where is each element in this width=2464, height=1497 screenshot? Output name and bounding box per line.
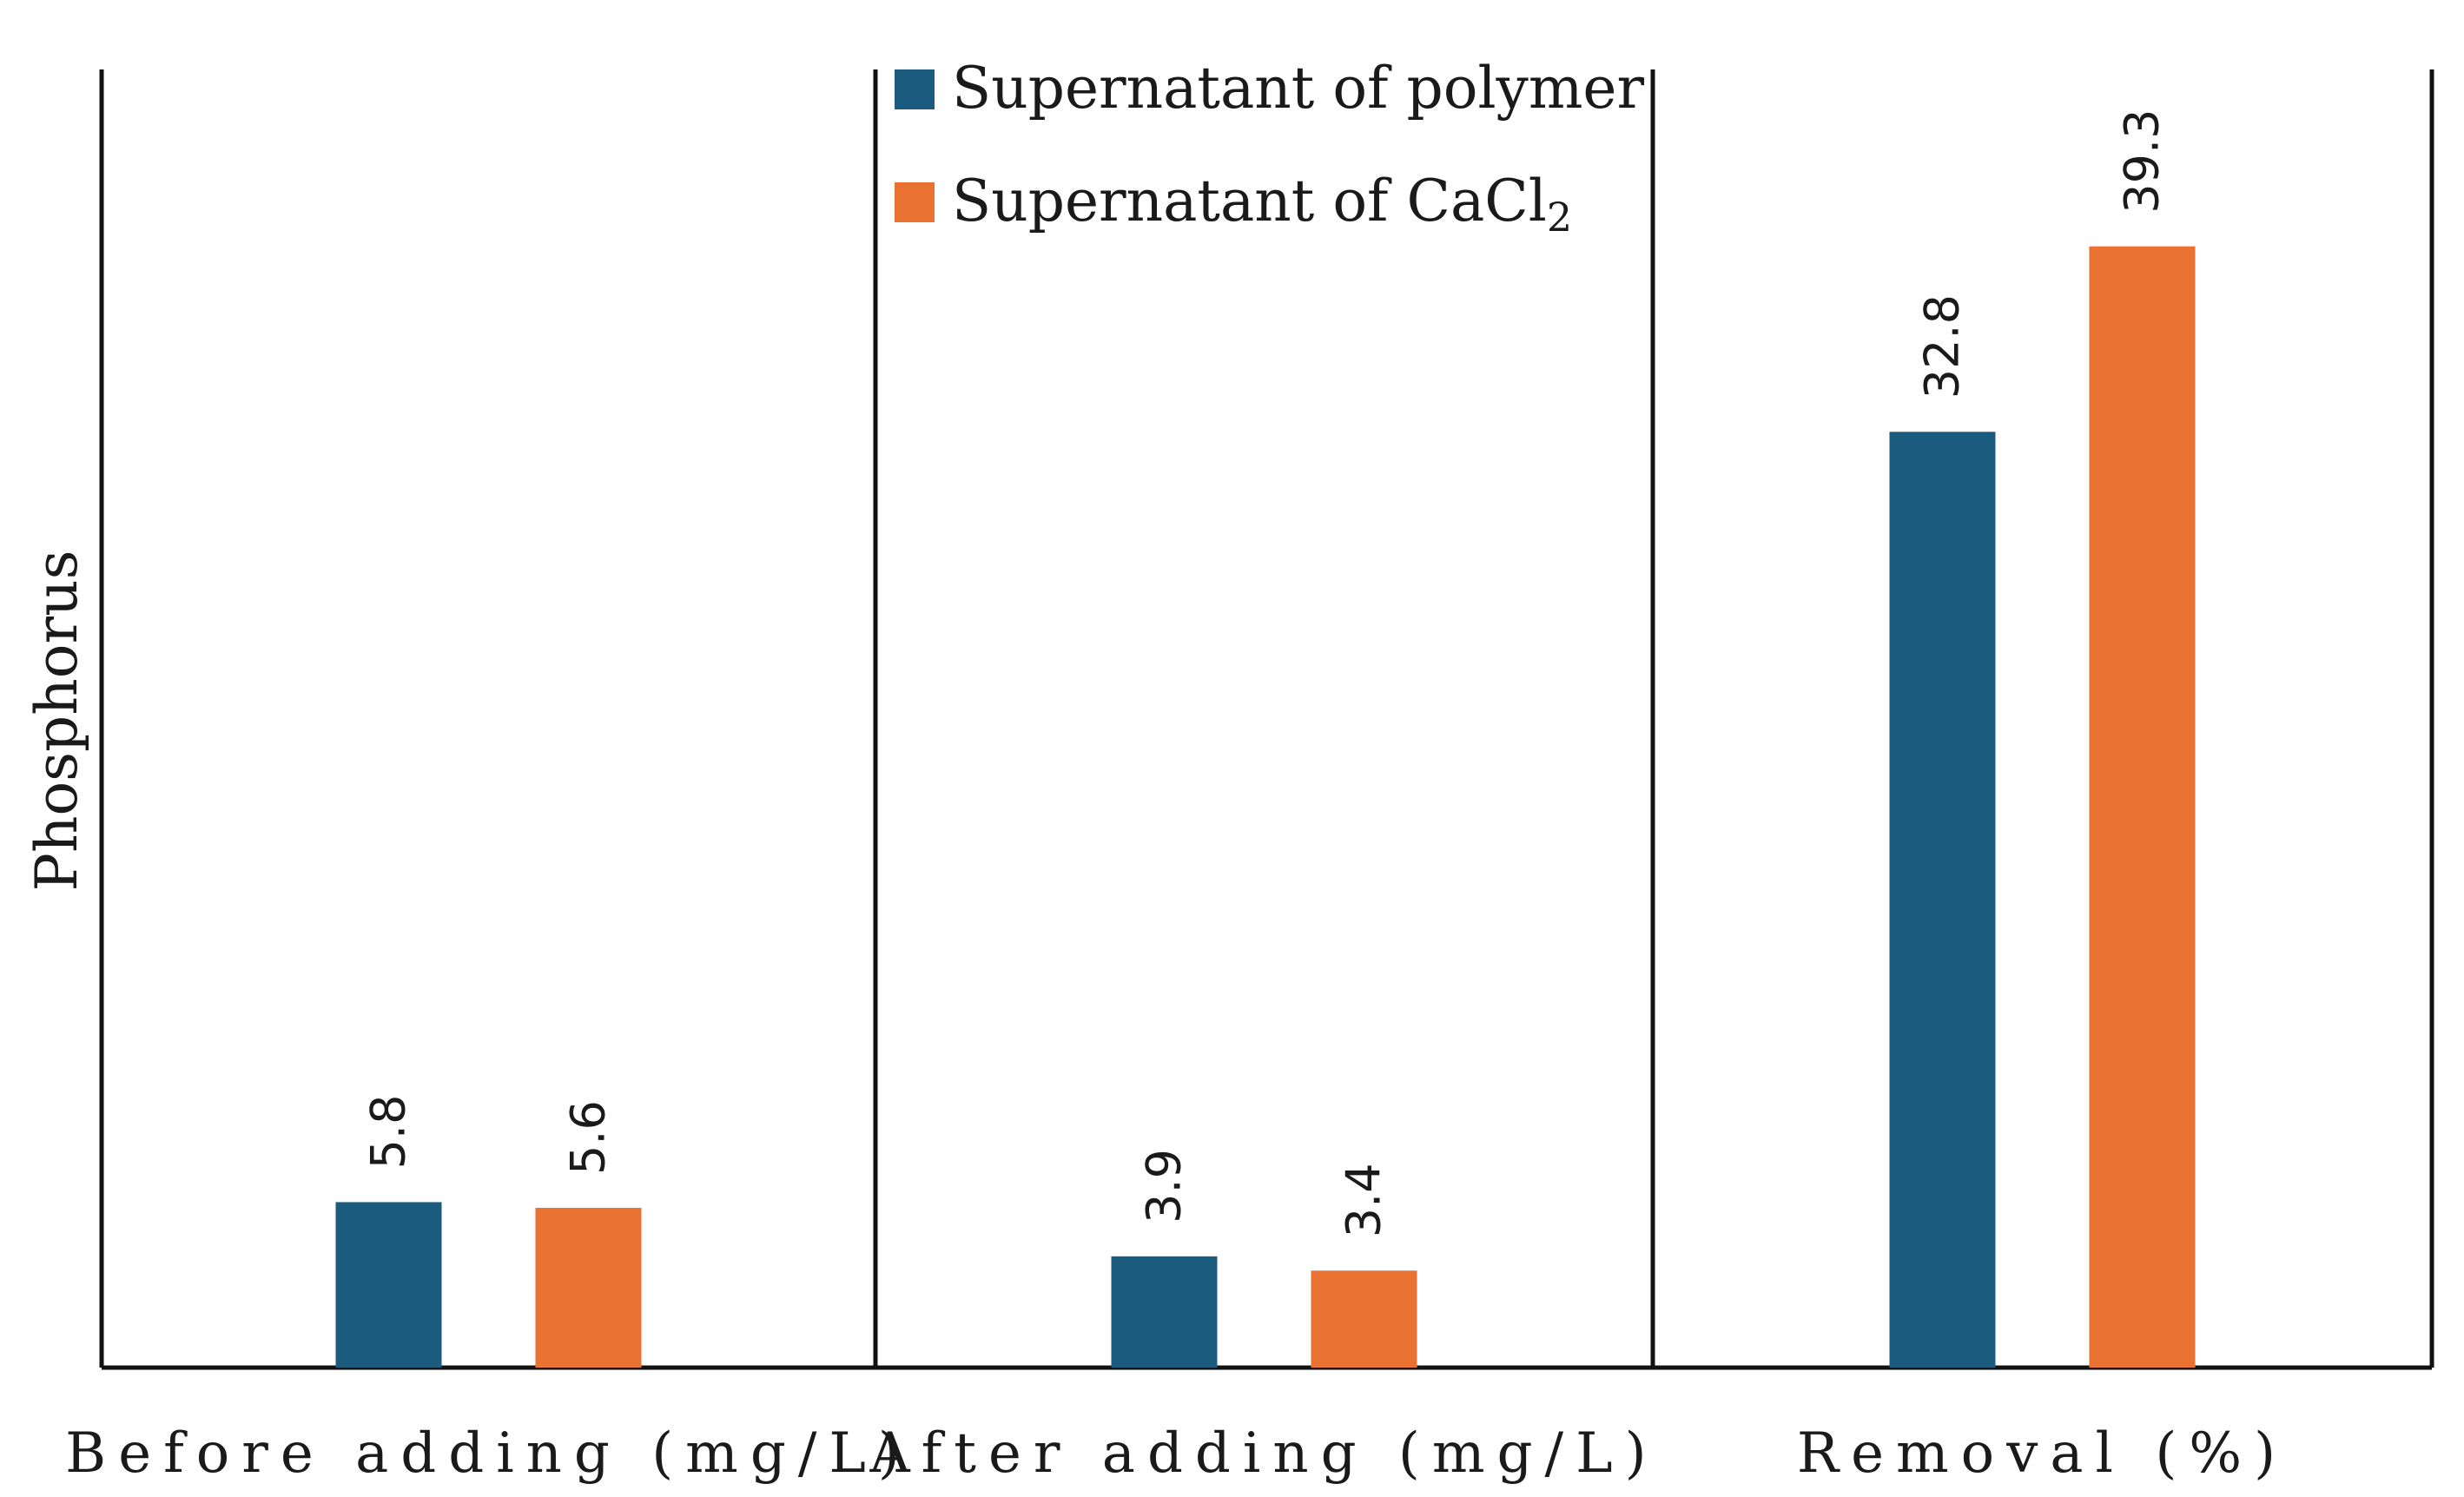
bars-group (335, 246, 2196, 1368)
data-label-polymer-cat-0: 5.8 (361, 1095, 416, 1170)
data-label-cacl2-cat-0: 5.6 (561, 1100, 616, 1175)
bar-polymer-cat-0 (335, 1202, 442, 1368)
legend-label-cacl2-subscript: 2 (1547, 194, 1572, 241)
bar-polymer-cat-1 (1111, 1256, 1218, 1368)
bar-polymer-cat-2 (1889, 432, 1996, 1368)
x-tick-label-0: Before adding (mg/L) (65, 1421, 912, 1486)
legend-label-polymer-main: Supernatant of polymer (952, 55, 1644, 122)
data-label-cacl2-cat-1: 3.4 (1337, 1163, 1391, 1237)
bar-cacl2-cat-2 (2089, 246, 2196, 1368)
y-axis-title: Phosphorus (23, 551, 90, 892)
legend-swatch-polymer (895, 69, 935, 109)
legend-label-polymer: Supernatant of polymer (952, 55, 1644, 122)
legend-label-cacl2-main: Supernatant of CaCl (952, 168, 1547, 234)
legend: Supernatant of polymer Supernatant of Ca… (895, 55, 1644, 241)
legend-label-cacl2: Supernatant of CaCl2 (952, 168, 1572, 241)
legend-swatch-cacl2 (895, 182, 935, 222)
category-tick-labels: Before adding (mg/L)After adding (mg/L) R… (65, 1421, 2288, 1486)
chart-frame (99, 69, 2434, 1370)
data-label-polymer-cat-2: 32.8 (1915, 294, 1970, 399)
x-tick-label-1: After adding (mg/L) (869, 1421, 1658, 1486)
data-label-cacl2-cat-2: 39.3 (2115, 109, 2170, 213)
bar-cacl2-cat-0 (535, 1208, 642, 1368)
bar-cacl2-cat-1 (1311, 1270, 1417, 1368)
data-labels-group: 5.8 5.6 3.9 3.4 32.8 39.3 (361, 109, 2170, 1237)
data-label-polymer-cat-1: 3.9 (1137, 1149, 1192, 1223)
x-tick-label-2: Removal (%) (1797, 1421, 2288, 1486)
